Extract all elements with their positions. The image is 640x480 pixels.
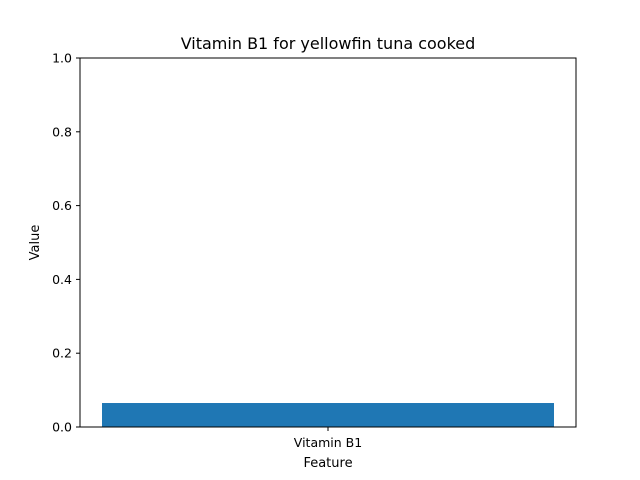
y-tick-label: 0.4 [52,272,72,287]
plot-frame [79,57,577,428]
y-tick-label: 0.2 [52,346,72,361]
y-tick-label: 1.0 [52,51,72,66]
bar-vitamin-b1 [102,403,554,427]
x-axis-label: Feature [303,456,352,471]
y-tick-label: 0.8 [52,124,72,139]
chart-title: Vitamin B1 for yellowfin tuna cooked [181,34,476,53]
bar-group [102,403,554,427]
x-axis-ticks: Vitamin B1 [294,427,362,450]
y-tick-label: 0.6 [52,198,72,213]
x-tick-label: Vitamin B1 [294,435,362,450]
y-tick-label: 0.0 [52,420,72,435]
y-axis-ticks: 0.0 0.2 0.4 0.6 0.8 1.0 [52,51,80,435]
y-axis-label: Value [28,225,43,261]
